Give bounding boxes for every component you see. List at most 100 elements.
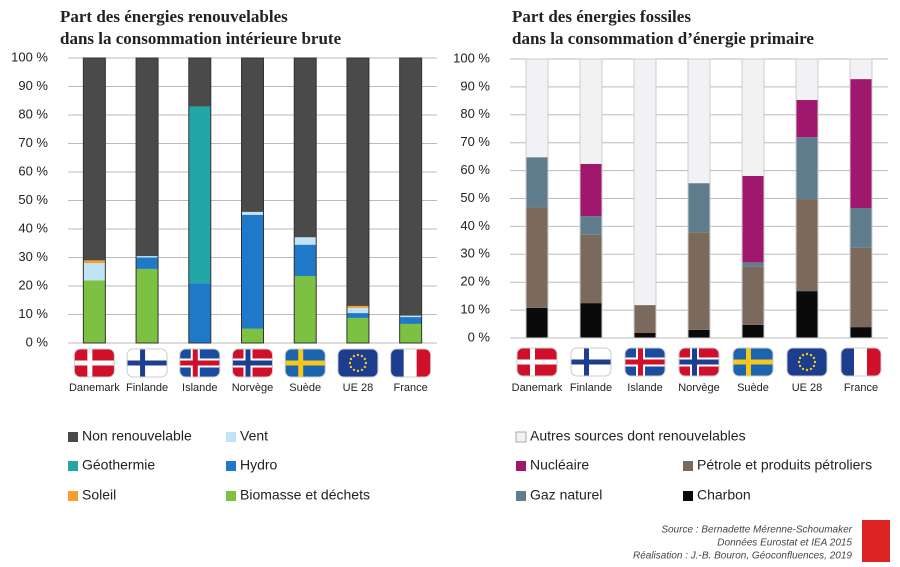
flag xyxy=(517,348,557,376)
flag xyxy=(127,349,168,377)
flag xyxy=(74,349,115,377)
legend-swatch xyxy=(226,461,236,471)
legend-label: Pétrole et produits pétroliers xyxy=(697,457,872,473)
legend-label: Gaz naturel xyxy=(530,487,602,503)
source-line: Données Eurostat et IEA 2015 xyxy=(717,538,852,549)
flag xyxy=(571,348,611,376)
bar-segment xyxy=(526,157,548,208)
bar-segment xyxy=(742,266,764,325)
flag-part xyxy=(571,359,611,365)
legend-label: Vent xyxy=(240,428,268,444)
chart-title: Part des énergies renouvelables xyxy=(60,7,288,26)
bar-segment xyxy=(634,305,656,333)
bar-outline xyxy=(849,58,873,339)
bar-segment xyxy=(742,324,764,338)
x-tick-label: Finlande xyxy=(126,382,168,394)
flag-part xyxy=(625,359,665,365)
y-tick-label: 90 % xyxy=(18,78,48,93)
bar-segment xyxy=(346,317,369,343)
flag-border xyxy=(570,347,612,377)
chart-title: dans la consommation d’énergie primaire xyxy=(512,29,814,48)
y-tick-label: 80 % xyxy=(460,106,490,121)
flag-part xyxy=(679,359,719,365)
bar-segment xyxy=(241,214,264,329)
y-tick-label: 20 % xyxy=(460,274,490,289)
bar-segment xyxy=(742,59,764,176)
flag-border xyxy=(732,347,774,377)
bar-segment xyxy=(346,58,369,306)
flag-border xyxy=(73,348,115,378)
bar-outline xyxy=(687,58,711,339)
bar-segment xyxy=(526,59,548,158)
x-tick-label: Danemark xyxy=(69,382,120,394)
flag xyxy=(337,349,378,377)
bar-segment xyxy=(580,303,602,338)
bar-segment xyxy=(634,332,656,338)
bar-segment xyxy=(634,59,656,306)
bar-segment xyxy=(188,106,211,284)
bar-segment xyxy=(688,232,710,330)
bar-segment xyxy=(83,58,106,261)
bar-segment xyxy=(346,305,369,308)
y-tick-label: 0 % xyxy=(26,334,49,349)
bar-segment xyxy=(294,276,317,343)
flag xyxy=(625,348,665,376)
flag-star xyxy=(809,367,813,371)
bar-segment xyxy=(136,256,159,258)
bar-outline xyxy=(579,58,603,339)
flag xyxy=(179,349,220,377)
x-tick-label: Finlande xyxy=(570,382,612,394)
bar-outline xyxy=(241,57,264,344)
bar-segment xyxy=(688,59,710,184)
bar-segment xyxy=(294,58,317,238)
flag xyxy=(841,348,881,376)
flag-border xyxy=(179,348,221,378)
legend-swatch xyxy=(683,461,693,471)
bar-segment xyxy=(850,79,872,208)
legend-swatch xyxy=(68,491,78,501)
bar-segment xyxy=(580,234,602,304)
flag-border xyxy=(516,347,558,377)
legend-swatch xyxy=(226,432,236,442)
bar-segment xyxy=(526,307,548,338)
bar-outline xyxy=(633,58,657,339)
flag-part xyxy=(787,348,827,376)
bar-segment xyxy=(399,323,422,343)
flag-part xyxy=(841,348,855,376)
y-tick-label: 10 % xyxy=(18,306,48,321)
flag-star xyxy=(349,357,353,361)
x-tick-label: France xyxy=(844,382,878,394)
legend-swatch xyxy=(68,432,78,442)
bar-segment xyxy=(580,59,602,164)
flag-star xyxy=(813,360,817,364)
bar-outline xyxy=(741,58,765,339)
flag xyxy=(733,348,773,376)
flag-star xyxy=(349,365,353,369)
bar-segment xyxy=(83,260,106,264)
legend-label: Géothermie xyxy=(82,457,155,473)
flag-part xyxy=(127,360,168,366)
flag-border xyxy=(624,347,666,377)
flag-part xyxy=(285,360,326,366)
bar-segment xyxy=(580,216,602,235)
bar-segment xyxy=(850,247,872,328)
legend-swatch xyxy=(226,491,236,501)
flag-part xyxy=(733,359,773,365)
flag-border xyxy=(126,348,168,378)
flag-star xyxy=(798,356,802,360)
x-tick-label: Suède xyxy=(737,382,769,394)
bar-segment xyxy=(241,328,264,343)
flag-star xyxy=(801,367,805,371)
flag-star xyxy=(805,352,809,356)
bar-segment xyxy=(580,163,602,217)
flag-star xyxy=(364,361,368,365)
flag xyxy=(232,349,273,377)
x-tick-label: France xyxy=(394,382,428,394)
flag-star xyxy=(363,357,367,361)
flag-part xyxy=(390,349,405,377)
bar-segment xyxy=(136,58,159,257)
bar-segment xyxy=(399,317,422,324)
bar-segment xyxy=(83,280,106,343)
y-tick-label: 90 % xyxy=(460,78,490,93)
